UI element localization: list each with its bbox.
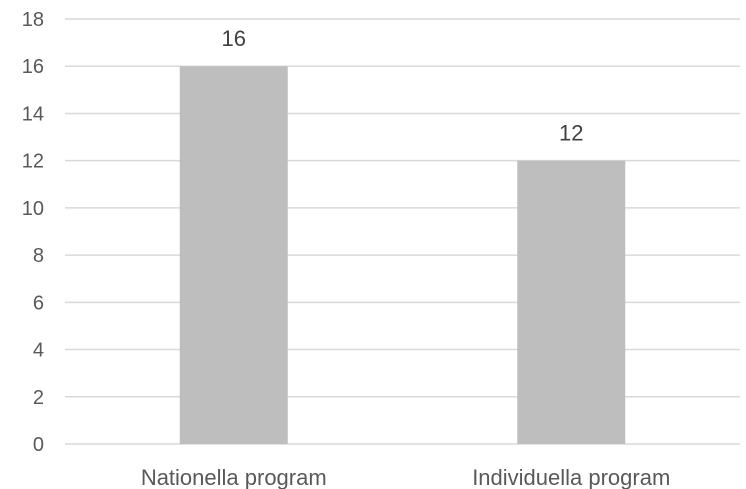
y-tick-label: 2 xyxy=(33,387,44,409)
bar-0 xyxy=(179,66,288,444)
y-tick-label: 0 xyxy=(33,434,44,456)
y-tick-label: 6 xyxy=(33,292,44,314)
y-axis-tick-labels: 0 2 4 6 8 10 12 14 16 18 xyxy=(22,9,44,456)
data-label: 12 xyxy=(559,121,583,146)
x-category-label: Nationella program xyxy=(141,465,327,489)
y-tick-label: 10 xyxy=(22,198,44,220)
gridlines xyxy=(65,18,740,445)
y-tick-label: 14 xyxy=(22,103,44,125)
data-label: 16 xyxy=(222,26,246,51)
bar-1 xyxy=(517,160,626,444)
bars xyxy=(179,66,626,444)
y-tick-label: 4 xyxy=(33,340,44,362)
y-tick-label: 16 xyxy=(22,56,44,78)
y-tick-label: 18 xyxy=(22,9,44,31)
x-category-label: Individuella program xyxy=(472,465,670,489)
y-tick-label: 8 xyxy=(33,245,44,267)
y-tick-label: 12 xyxy=(22,151,44,173)
x-axis-category-labels: Nationella program Individuella program xyxy=(141,465,670,489)
